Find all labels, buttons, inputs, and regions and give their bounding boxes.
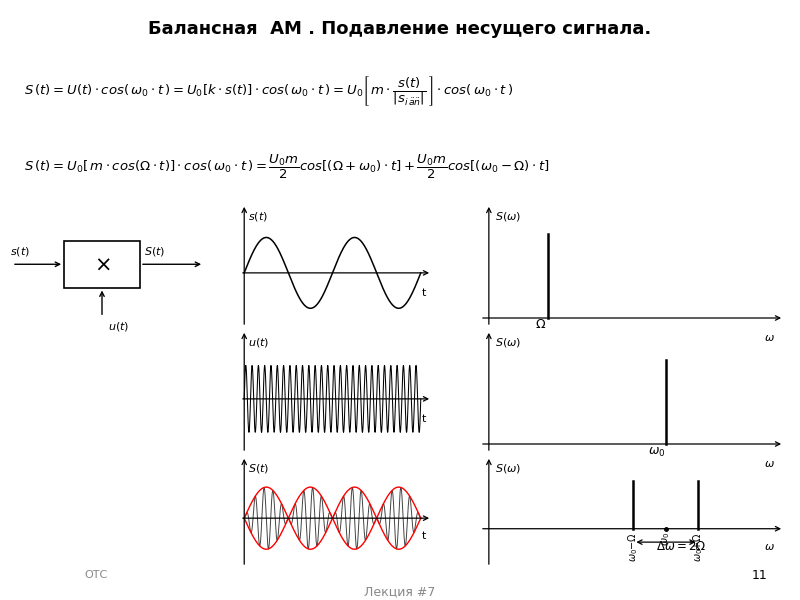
Text: $S(t)$: $S(t)$ (144, 245, 166, 258)
Text: Лекция #7: Лекция #7 (364, 585, 436, 598)
Bar (64, 241, 140, 287)
Text: $\omega_0$: $\omega_0$ (660, 532, 672, 545)
Text: $S(\omega)$: $S(\omega)$ (495, 461, 521, 475)
Text: ОТС: ОТС (84, 570, 108, 580)
Text: $\omega$: $\omega$ (764, 542, 775, 552)
Text: 11: 11 (752, 569, 768, 582)
Text: $\omega$: $\omega$ (764, 333, 775, 343)
Text: $\Omega$: $\Omega$ (535, 319, 546, 331)
Text: $u(t)$: $u(t)$ (248, 336, 270, 349)
Text: $S(t)$: $S(t)$ (248, 461, 270, 475)
Text: Балансная  АМ . Подавление несущего сигнала.: Балансная АМ . Подавление несущего сигна… (148, 19, 652, 37)
Text: $\omega_0{+}\Omega$: $\omega_0{+}\Omega$ (691, 532, 706, 562)
Text: $\omega_0$: $\omega_0$ (648, 445, 666, 458)
Text: t: t (422, 532, 426, 541)
Text: t: t (422, 287, 426, 298)
Text: $S(\omega)$: $S(\omega)$ (495, 336, 521, 349)
Text: $S\,(t) = U_0\left[\,m\cdot cos(\Omega\cdot t)\right]\cdot cos(\,\omega_0\cdot t: $S\,(t) = U_0\left[\,m\cdot cos(\Omega\c… (24, 152, 550, 181)
Text: $u(t)$: $u(t)$ (108, 320, 129, 332)
Text: $S\,(t) = U(t)\cdot cos(\,\omega_0\cdot t\,) = U_0\left[k\cdot s(t)\right]\cdot : $S\,(t) = U(t)\cdot cos(\,\omega_0\cdot … (24, 75, 513, 108)
Text: $\times$: $\times$ (94, 254, 110, 274)
Text: $\omega_0{-}\Omega$: $\omega_0{-}\Omega$ (626, 532, 640, 562)
Text: $S(\omega)$: $S(\omega)$ (495, 210, 521, 223)
Text: $s(t)$: $s(t)$ (248, 210, 268, 223)
Text: $\omega$: $\omega$ (764, 459, 775, 469)
Text: $s(t)$: $s(t)$ (10, 245, 30, 258)
Text: t: t (422, 413, 426, 424)
Text: $\Delta\omega = 2\Omega$: $\Delta\omega = 2\Omega$ (656, 540, 706, 553)
